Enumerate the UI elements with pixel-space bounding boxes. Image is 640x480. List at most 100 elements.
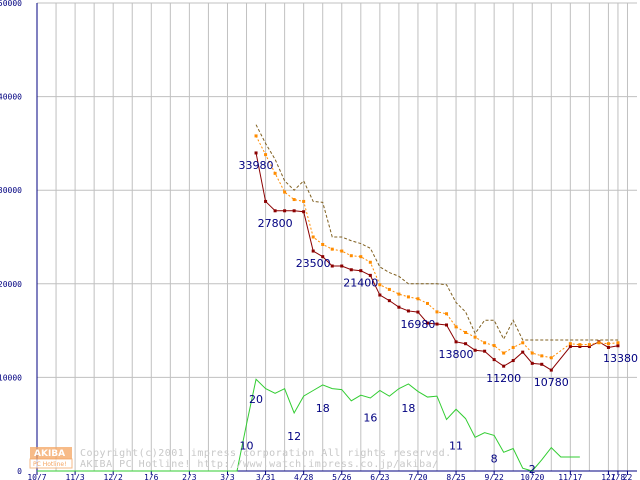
series-point-1 [330,247,334,251]
series-line-3 [37,378,580,472]
data-label: 27800 [258,217,293,230]
data-label: 10 [240,440,254,453]
series-point-0 [530,361,534,365]
series-point-0 [578,345,582,349]
x-tick-label: 22 [623,473,633,480]
series-point-0 [425,321,429,325]
series-point-1 [511,345,515,349]
series-point-1 [502,351,506,355]
x-tick-label: 3/3 [220,473,235,480]
series-point-1 [587,343,591,347]
data-label: 13380 [603,352,638,365]
grid-lines [36,2,637,472]
series-point-0 [540,362,544,366]
series-point-1 [273,171,277,175]
series-point-1 [254,134,258,138]
x-tick-label: 7/20 [408,473,427,480]
copyright-text: Copyright(c)2001 impress corporation All… [80,448,452,459]
series-point-1 [597,341,601,345]
data-label: 16 [363,411,377,424]
series-point-1 [464,330,468,334]
series-point-0 [445,323,449,327]
x-tick-label: 10/7 [27,473,46,480]
y-tick-label: 10000 [0,373,22,382]
series-point-0 [321,255,325,259]
data-label: 18 [316,402,330,415]
series-lines [37,124,620,472]
series-point-0 [502,364,506,368]
series-point-0 [349,268,353,272]
series-point-0 [273,209,277,213]
y-tick-labels: 0 10000 20000 30000 40000 50000 [0,0,22,476]
x-tick-label: 10/20 [520,473,544,480]
series-point-1 [568,342,572,346]
series-point-0 [292,209,296,213]
series-point-0 [264,199,268,203]
series-point-1 [368,260,372,264]
data-label: 18 [401,402,415,415]
y-tick-label: 0 [17,467,22,476]
series-point-1 [359,255,363,259]
series-point-0 [511,359,515,363]
series-point-1 [406,295,410,299]
series-point-0 [406,309,410,313]
series-point-0 [340,264,344,268]
series-point-1 [578,343,582,347]
series-point-1 [425,301,429,305]
logo-top-text: AKIBA [34,449,65,459]
series-point-0 [464,342,468,346]
series-point-0 [254,151,258,155]
data-label: 12 [287,430,301,443]
series-point-0 [616,344,620,348]
series-point-1 [445,312,449,316]
data-label: 33980 [239,159,274,172]
watermark: AKIBA PC Hotline! Copyright(c)2001 impre… [29,447,452,470]
series-line-2 [255,124,618,341]
x-tick-label: 1/8 [611,473,626,480]
series-point-1 [264,153,268,157]
series-point-1 [311,235,315,239]
series-point-0 [302,210,306,214]
series-point-1 [292,198,296,202]
x-tick-label: 8/25 [446,473,465,480]
series-point-1 [549,356,553,360]
series-point-0 [311,249,315,253]
series-point-1 [540,354,544,358]
series-line-0 [255,152,619,371]
series-point-1 [616,341,620,345]
series-point-0 [435,322,439,326]
series-point-1 [349,254,353,258]
series-point-0 [359,269,363,273]
data-label: 8 [491,453,498,466]
akiba-logo: AKIBA PC Hotline! [29,447,73,469]
data-label: 10780 [534,376,569,389]
series-point-1 [397,292,401,296]
series-point-1 [302,199,306,203]
x-tick-label: 12/ [601,473,616,480]
x-tick-label: 12/2 [104,473,123,480]
data-label: 11 [449,440,463,453]
x-tick-label: 2/3 [182,473,197,480]
hotline-text: AKIBA PC Hotline! http://www.watch.impre… [80,459,439,470]
series-point-0 [492,358,496,362]
series-point-1 [606,342,610,346]
series-point-1 [473,335,477,339]
data-label: 16980 [400,318,435,331]
y-tick-label: 40000 [0,93,22,102]
series-point-1 [283,190,287,194]
x-tick-label: 4/28 [294,473,313,480]
series-point-1 [435,310,439,314]
data-label: 11200 [486,372,521,385]
data-label: 21400 [343,277,378,290]
series-point-1 [483,341,487,345]
y-tick-label: 30000 [0,186,22,195]
data-label: 13800 [439,348,474,361]
data-label: 20 [249,393,263,406]
series-point-1 [454,325,458,329]
series-point-0 [387,299,391,303]
x-tick-label: 3/31 [256,473,275,480]
y-tick-label: 20000 [0,280,22,289]
series-point-0 [521,350,525,354]
series-point-0 [568,345,572,349]
